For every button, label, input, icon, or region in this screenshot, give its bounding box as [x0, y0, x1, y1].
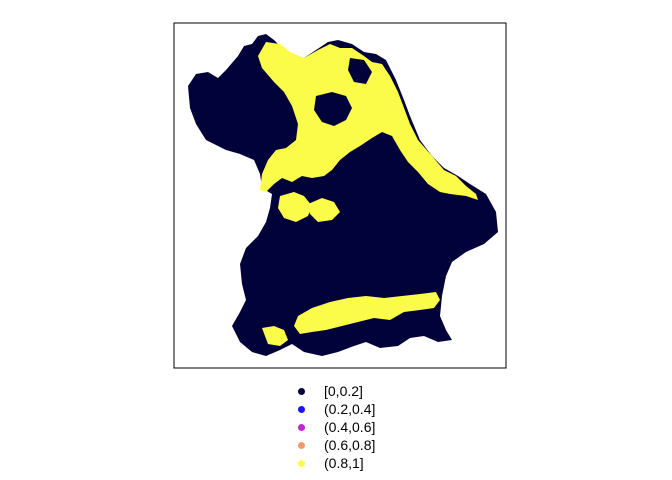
legend-swatch-2 — [298, 423, 305, 431]
legend-item: (0.2,0.4] — [296, 400, 416, 418]
legend-label: [0,0.2] — [324, 383, 363, 399]
legend-item: (0.6,0.8] — [296, 436, 416, 454]
legend-label: (0.6,0.8] — [324, 437, 376, 453]
legend-label: (0.8,1] — [324, 455, 364, 471]
legend-item: [0,0.2] — [296, 382, 416, 400]
legend-swatch-0 — [298, 387, 305, 395]
region-yellow-north — [258, 42, 478, 200]
legend-item: (0.4,0.6] — [296, 418, 416, 436]
legend-swatch-4 — [298, 459, 305, 467]
legend-label: (0.4,0.6] — [324, 419, 376, 435]
map-frame — [173, 22, 507, 369]
legend-swatch-1 — [298, 405, 305, 413]
region-dark-north-island — [314, 92, 352, 126]
legend-swatch-3 — [298, 441, 305, 449]
region-yellow-south-2 — [262, 326, 288, 346]
region-yellow-west-2 — [308, 198, 340, 222]
region-dark-0-0.2 — [188, 34, 498, 356]
region-dark-north-island-2 — [348, 58, 372, 84]
legend: [0,0.2] (0.2,0.4] (0.4,0.6] (0.6,0.8] (0… — [296, 382, 416, 472]
region-yellow-west — [278, 192, 312, 222]
legend-label: (0.2,0.4] — [324, 401, 376, 417]
legend-item: (0.8,1] — [296, 454, 416, 472]
region-yellow-south — [294, 292, 440, 334]
